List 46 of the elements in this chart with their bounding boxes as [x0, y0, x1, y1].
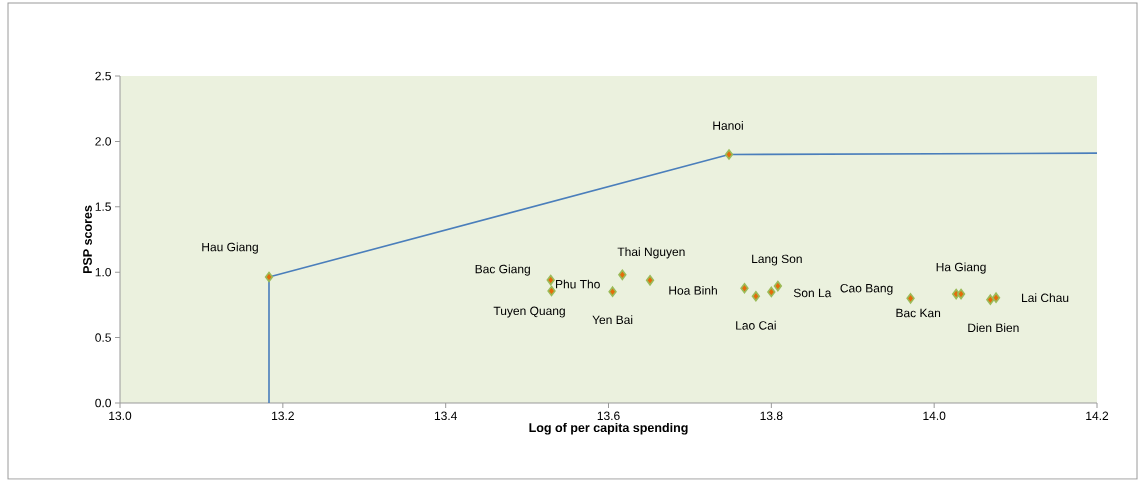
- annotation: Cao Bang: [840, 283, 893, 295]
- annotation: Lao Cai: [736, 320, 776, 330]
- annotation: Phu Tho: [556, 279, 600, 289]
- y-tick-label: 2.5: [95, 71, 111, 81]
- annotation: Hoa Binh: [669, 285, 717, 295]
- y-tick-label: 1.0: [95, 267, 112, 277]
- point: [618, 269, 627, 281]
- point: [986, 294, 995, 305]
- point: [547, 285, 556, 297]
- point: [956, 288, 966, 300]
- point: [645, 275, 655, 286]
- y-tick-label: 2.0: [95, 137, 112, 146]
- x-tick-label: 13.0: [109, 411, 132, 421]
- point: [608, 286, 617, 297]
- point: [724, 149, 734, 160]
- annotation: Tuyen Quang: [493, 306, 565, 318]
- x-tick-label: 13.8: [760, 411, 783, 421]
- annotation: Yen Bai: [592, 315, 633, 325]
- point: [773, 280, 783, 292]
- point: [906, 293, 915, 304]
- x-tick-label: 13.4: [434, 411, 457, 421]
- point: [546, 274, 555, 286]
- point: [991, 292, 1001, 304]
- annotation: Lang Son: [752, 254, 802, 266]
- annotation: Dien Bien: [968, 323, 1019, 333]
- annotation: Thai Nguyen: [617, 247, 685, 259]
- annotation: Ha Giang: [936, 262, 986, 274]
- point: [767, 286, 776, 298]
- y-tick-label: 0.5: [95, 333, 111, 342]
- x-axis-title: Log of per capita spending: [529, 422, 688, 435]
- point: [264, 271, 274, 283]
- x-tick-label: 13.2: [272, 411, 294, 421]
- annotation: Bac Giang: [475, 264, 530, 276]
- x-tick-label: 13.6: [597, 411, 620, 421]
- x-tick-label: 14.2: [1086, 411, 1109, 420]
- x-tick-label: 14.0: [923, 411, 946, 421]
- point: [751, 290, 761, 302]
- point: [740, 282, 749, 294]
- annotation: Hanoi: [713, 121, 743, 130]
- y-axis-title: PSP scores: [83, 205, 92, 274]
- annotation: Bac Kan: [896, 308, 941, 318]
- y-tick-label: 1.5: [95, 202, 111, 211]
- annotation: Son La: [793, 288, 832, 298]
- y-tick-label: 0.0: [95, 398, 112, 408]
- annotation: Hau Giang: [202, 242, 258, 254]
- annotation: Lai Chau: [1022, 293, 1069, 303]
